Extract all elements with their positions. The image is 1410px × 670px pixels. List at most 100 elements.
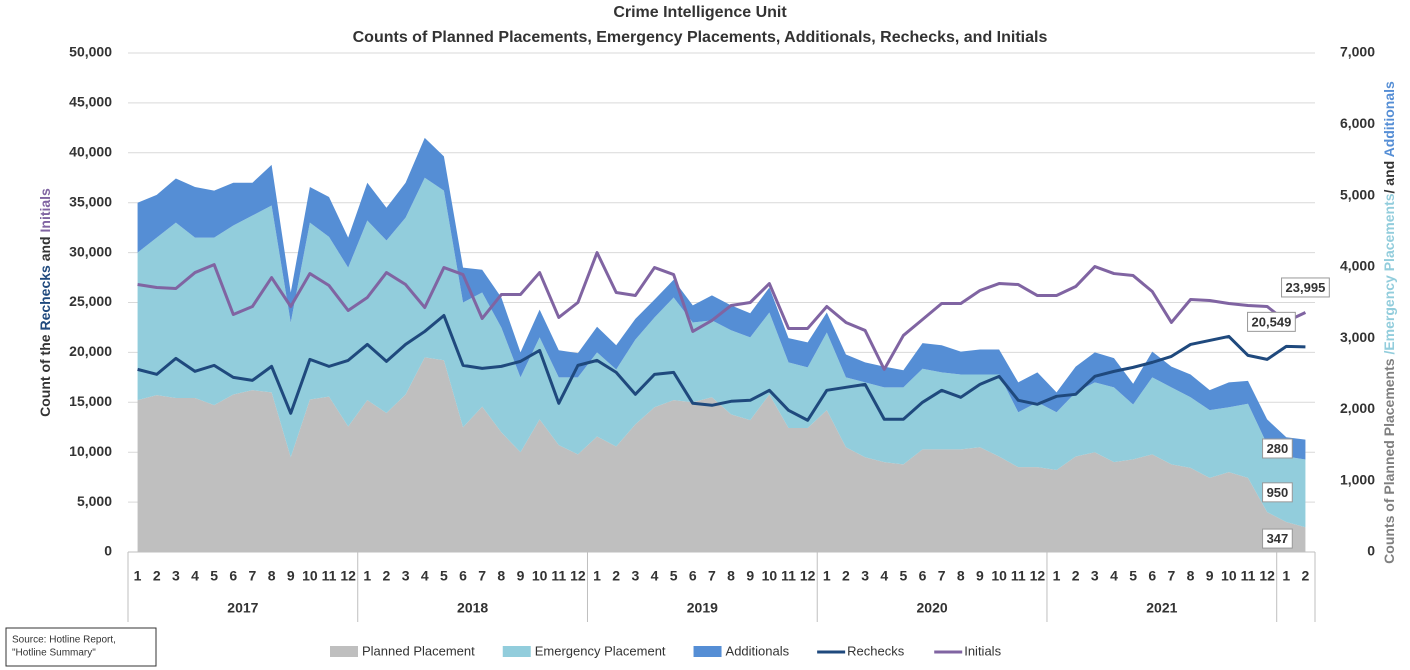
x-tick-label: 8 xyxy=(268,568,276,584)
x-tick-label: 4 xyxy=(1110,568,1118,584)
x-tick-label: 2 xyxy=(1072,568,1080,584)
data-label: 280 xyxy=(1267,441,1289,456)
legend-label: Emergency Placement xyxy=(535,643,666,658)
y-axis-label: Count of the Rechecks and Initials xyxy=(37,188,53,417)
y2-axis-label-part: /Emergency Placements xyxy=(1381,193,1397,354)
x-tick-label: 5 xyxy=(440,568,448,584)
source-text: "Hotline Summary" xyxy=(12,648,96,659)
x-tick-label: 12 xyxy=(800,568,816,584)
data-label-box xyxy=(1262,528,1293,549)
data-label: 20,549 xyxy=(1252,314,1292,329)
data-label: 950 xyxy=(1267,485,1289,500)
line xyxy=(137,251,1307,371)
x-tick-label: 10 xyxy=(302,568,318,584)
legend-label: Rechecks xyxy=(847,643,905,658)
data-label-box xyxy=(1247,311,1296,332)
x-tick-label: 11 xyxy=(1241,568,1256,584)
y2-axis-label-part: Counts of Planned Placements xyxy=(1381,355,1397,564)
x-tick-label: 5 xyxy=(210,568,218,584)
y-tick-label: 10,000 xyxy=(69,443,112,459)
x-tick-label: 10 xyxy=(532,568,548,584)
year-label: 2018 xyxy=(457,600,488,616)
y2-tick-label: 2,000 xyxy=(1340,400,1375,416)
y-tick-label: 45,000 xyxy=(69,94,112,110)
x-tick-label: 10 xyxy=(991,568,1007,584)
x-tick-label: 1 xyxy=(823,568,831,584)
x-tick-label: 4 xyxy=(421,568,429,584)
x-tick-label: 9 xyxy=(517,568,525,584)
y2-axis-label: Counts of Planned Placements /Emergency … xyxy=(1381,81,1397,564)
x-tick-label: 3 xyxy=(631,568,639,584)
x-tick-label: 6 xyxy=(689,568,697,584)
y2-tick-label: 5,000 xyxy=(1340,186,1375,202)
x-tick-label: 5 xyxy=(899,568,907,584)
x-tick-label: 6 xyxy=(459,568,467,584)
area xyxy=(137,357,1306,552)
chart-title: Crime Intelligence Unit xyxy=(613,4,787,21)
chart-subtitle: Counts of Planned Placements, Emergency … xyxy=(353,29,1048,46)
data-label-box xyxy=(1262,482,1293,503)
y2-tick-label: 7,000 xyxy=(1340,44,1375,60)
x-tick-label: 1 xyxy=(1053,568,1061,584)
y2-axis-label-part: Additionals xyxy=(1381,81,1397,157)
x-tick-label: 7 xyxy=(249,568,257,584)
y2-tick-label: 0 xyxy=(1367,543,1375,559)
legend-swatch xyxy=(502,646,531,657)
x-tick-label: 8 xyxy=(1187,568,1195,584)
x-tick-label: 3 xyxy=(402,568,410,584)
y-tick-label: 30,000 xyxy=(69,243,112,259)
x-tick-label: 1 xyxy=(363,568,371,584)
x-tick-label: 5 xyxy=(1129,568,1137,584)
x-tick-label: 2 xyxy=(383,568,391,584)
y-tick-label: 20,000 xyxy=(69,343,112,359)
x-tick-label: 1 xyxy=(134,568,142,584)
y2-tick-label: 1,000 xyxy=(1340,471,1375,487)
source-text: Source: Hotline Report, xyxy=(12,635,116,646)
x-tick-label: 8 xyxy=(497,568,505,584)
y-tick-label: 25,000 xyxy=(69,293,112,309)
y-tick-label: 0 xyxy=(104,543,112,559)
x-tick-label: 3 xyxy=(861,568,869,584)
x-tick-label: 12 xyxy=(1030,568,1046,584)
area xyxy=(137,177,1306,528)
x-tick-label: 9 xyxy=(746,568,754,584)
y-axis-label-part: and xyxy=(37,232,53,265)
area xyxy=(137,137,1306,460)
year-label: 2020 xyxy=(917,600,948,616)
x-tick-label: 2 xyxy=(1302,568,1310,584)
x-tick-label: 8 xyxy=(957,568,965,584)
x-tick-label: 3 xyxy=(172,568,180,584)
x-tick-label: 2 xyxy=(153,568,161,584)
x-tick-label: 2 xyxy=(612,568,620,584)
data-label: 23,995 xyxy=(1286,280,1326,295)
y-axis-label-part: Rechecks xyxy=(37,265,53,331)
legend-swatch xyxy=(330,646,358,657)
x-tick-label: 4 xyxy=(880,568,888,584)
x-tick-label: 10 xyxy=(1221,568,1237,584)
data-label: 347 xyxy=(1267,531,1289,546)
y-tick-label: 15,000 xyxy=(69,393,112,409)
x-tick-label: 11 xyxy=(1011,568,1026,584)
data-label-box xyxy=(1281,277,1330,298)
y2-axis-label-part: / and xyxy=(1381,157,1397,193)
x-tick-label: 12 xyxy=(340,568,356,584)
x-tick-label: 6 xyxy=(229,568,237,584)
x-tick-label: 9 xyxy=(287,568,295,584)
x-tick-label: 1 xyxy=(593,568,601,584)
x-tick-label: 7 xyxy=(1168,568,1176,584)
y-tick-label: 50,000 xyxy=(69,44,112,60)
y-axis-label-part: Count of the xyxy=(37,331,53,417)
x-tick-label: 10 xyxy=(762,568,778,584)
x-tick-label: 1 xyxy=(1282,568,1290,584)
y2-tick-label: 6,000 xyxy=(1340,115,1375,131)
x-tick-label: 7 xyxy=(938,568,946,584)
year-label: 2017 xyxy=(227,600,258,616)
legend-label: Initials xyxy=(964,643,1001,658)
x-tick-label: 6 xyxy=(919,568,927,584)
y-tick-label: 40,000 xyxy=(69,144,112,160)
legend-swatch xyxy=(693,646,722,657)
x-tick-label: 9 xyxy=(976,568,984,584)
legend-label: Planned Placement xyxy=(362,643,475,658)
x-tick-label: 7 xyxy=(708,568,716,584)
